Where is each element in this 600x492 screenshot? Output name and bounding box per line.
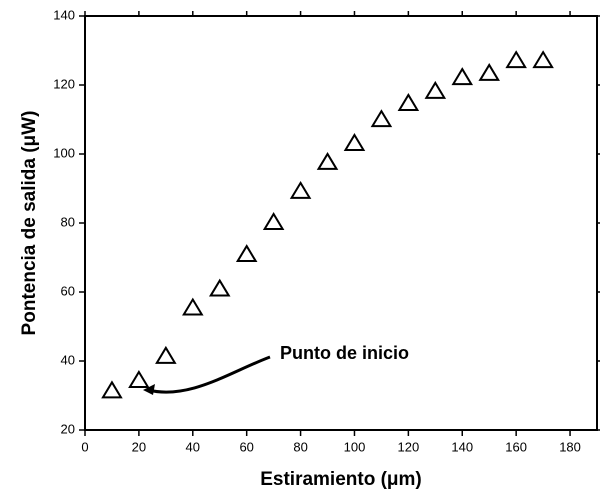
x-axis-title: Estiramiento (μm): [260, 469, 422, 490]
y-axis-title: Pontencia de salida (μW): [19, 111, 40, 336]
x-tick-label: 80: [293, 439, 307, 454]
marker: [262, 212, 285, 230]
y-tick-label: 20: [61, 421, 75, 436]
marker: [478, 62, 500, 81]
x-tick-label: 180: [559, 439, 581, 454]
marker: [532, 50, 554, 69]
marker: [208, 278, 231, 297]
y-tick-label: 40: [61, 352, 75, 367]
marker: [370, 109, 393, 128]
marker: [316, 151, 339, 170]
y-tick-label: 60: [61, 283, 75, 298]
marker: [289, 180, 312, 199]
x-tick-label: 20: [132, 439, 146, 454]
x-tick-label: 0: [81, 439, 88, 454]
marker: [155, 345, 177, 364]
y-tick-label: 120: [53, 76, 75, 91]
x-tick-label: 140: [451, 439, 473, 454]
marker: [343, 133, 366, 151]
x-tick-label: 100: [344, 439, 366, 454]
x-tick-label: 120: [398, 439, 420, 454]
marker: [101, 380, 123, 399]
arrow-head: [143, 384, 155, 395]
marker: [235, 244, 258, 263]
x-tick-label: 40: [186, 439, 200, 454]
marker: [424, 80, 447, 99]
annotation-arrow: [147, 355, 271, 394]
y-tick-label: 100: [53, 145, 75, 160]
y-tick-label: 80: [61, 214, 75, 229]
marker: [505, 50, 527, 69]
y-tick-label: 140: [53, 7, 75, 22]
x-tick-label: 160: [505, 439, 527, 454]
marker: [397, 92, 420, 111]
marker: [128, 370, 150, 388]
plot-frame: [84, 15, 598, 431]
x-tick-label: 60: [239, 439, 253, 454]
marker: [451, 67, 474, 86]
annotation: Punto de inicio: [280, 343, 409, 363]
marker: [182, 297, 204, 316]
